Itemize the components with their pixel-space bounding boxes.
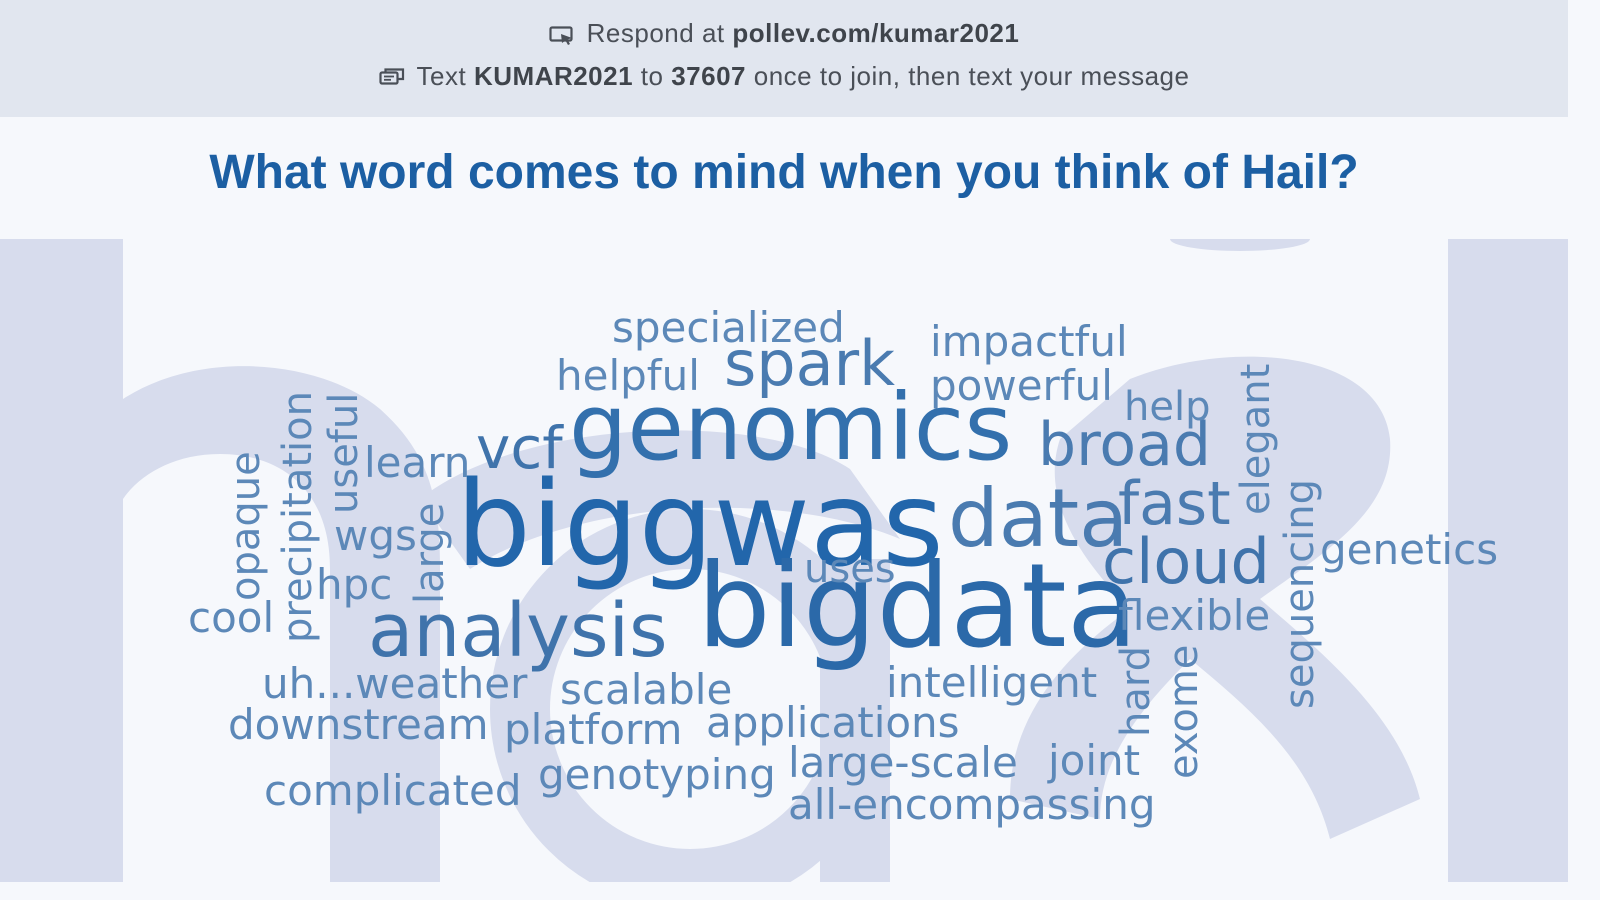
text-prefix: Text: [416, 61, 467, 91]
word-uses: uses: [804, 546, 896, 592]
word-cloud: cloud: [1102, 525, 1270, 598]
word-powerful: powerful: [930, 361, 1113, 410]
word-biggwas: biggwas: [456, 455, 944, 593]
word-learn: learn: [364, 438, 471, 487]
word-downstream: downstream: [228, 700, 489, 749]
word-all-encompassing: all-encompassing: [788, 780, 1156, 829]
word-genetics: genetics: [1320, 525, 1499, 574]
word-fast: fast: [1118, 469, 1231, 539]
respond-url-link[interactable]: pollev.com/kumar2021: [732, 18, 1020, 48]
word-uh-weather: uh...weather: [262, 659, 528, 708]
word-data: data: [948, 472, 1129, 565]
word-useful: useful: [321, 392, 367, 514]
word-vcf: vcf: [476, 414, 563, 482]
word-complicated: complicated: [264, 766, 522, 815]
word-specialized: specialized: [612, 303, 845, 352]
word-broad: broad: [1038, 410, 1211, 480]
respond-prefix: Respond at: [586, 18, 725, 48]
word-opaque: opaque: [223, 451, 269, 601]
word-bigdata: bigdata: [697, 539, 1138, 674]
word-flexible: flexible: [1118, 591, 1271, 640]
word-large: large: [407, 502, 453, 604]
word-platform: platform: [504, 705, 683, 754]
word-genotyping: genotyping: [538, 750, 776, 799]
word-analysis: analysis: [368, 588, 668, 674]
word-scalable: scalable: [560, 665, 733, 714]
word-cool: cool: [188, 593, 275, 642]
word-genomics: genomics: [569, 374, 1013, 481]
word-help: help: [1124, 384, 1211, 430]
text-line: Text KUMAR2021 to 37607 once to join, th…: [0, 61, 1568, 92]
word-intelligent: intelligent: [886, 658, 1098, 707]
word-wgs: wgs: [334, 511, 417, 560]
hail-logo-watermark: [0, 239, 1568, 882]
word-exome: exome: [1161, 644, 1207, 779]
text-code: KUMAR2021: [473, 61, 634, 91]
word-helpful: helpful: [556, 351, 700, 400]
text-to: to: [640, 61, 664, 91]
word-elegant: elegant: [1233, 363, 1279, 515]
message-icon: [378, 64, 405, 85]
screen-pointer-icon: [549, 21, 575, 45]
poll-question-title: What word comes to mind when you think o…: [209, 146, 1359, 199]
word-joint: joint: [1048, 736, 1141, 785]
word-cloud: biggwas bigdata genomics analysis data s…: [0, 239, 1568, 882]
word-applications: applications: [706, 698, 960, 747]
word-hard: hard: [1113, 646, 1159, 737]
word-precipitation: precipitation: [275, 391, 321, 643]
respond-line: Respond at pollev.com/kumar2021: [0, 18, 1568, 49]
word-hpc: hpc: [316, 560, 393, 609]
poll-instructions-header: Respond at pollev.com/kumar2021 Text KUM…: [0, 0, 1568, 117]
text-number: 37607: [671, 61, 747, 91]
text-suffix: once to join, then text your message: [753, 61, 1190, 91]
word-spark: spark: [724, 327, 896, 400]
word-sequencing: sequencing: [1277, 479, 1323, 709]
word-impactful: impactful: [930, 317, 1128, 366]
word-large-scale: large-scale: [788, 738, 1018, 787]
